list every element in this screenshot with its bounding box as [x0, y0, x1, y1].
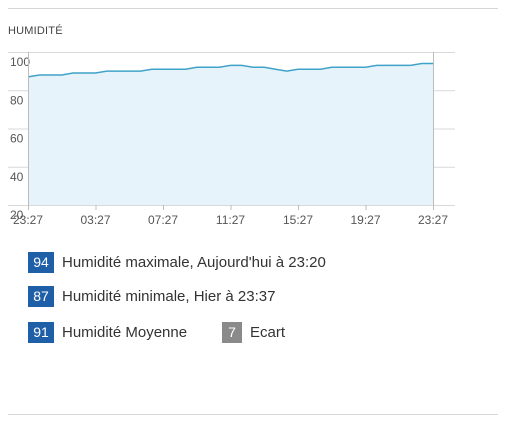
stat-min: 87 Humidité minimale, Hier à 23:37 — [28, 286, 275, 310]
stat-range: 7 Ecart — [222, 322, 285, 346]
x-tick-label: 23:27 — [418, 213, 448, 227]
stat-avg: 91 Humidité Moyenne — [28, 322, 187, 346]
bottom-divider — [8, 414, 498, 415]
y-tick-label: 100 — [10, 55, 30, 69]
range-value-badge: 7 — [222, 322, 242, 343]
max-label: Humidité maximale, Aujourd'hui à 23:20 — [62, 254, 326, 271]
chart-title: HUMIDITÉ — [8, 25, 63, 37]
y-tick-label: 40 — [10, 170, 24, 184]
min-label: Humidité minimale, Hier à 23:37 — [62, 288, 276, 305]
y-tick-label: 20 — [10, 208, 24, 222]
top-divider — [8, 8, 498, 9]
y-tick-label: 80 — [10, 93, 24, 107]
series-area — [28, 63, 433, 205]
avg-value-badge: 91 — [28, 322, 54, 343]
stat-max: 94 Humidité maximale, Aujourd'hui à 23:20 — [28, 252, 326, 276]
x-tick-label: 15:27 — [283, 213, 313, 227]
x-tick-label: 11:27 — [216, 213, 245, 227]
range-label: Ecart — [250, 324, 286, 341]
avg-label: Humidité Moyenne — [62, 324, 188, 341]
series-line — [27, 62, 433, 78]
max-value-badge: 94 — [28, 252, 54, 273]
x-tick-label: 23:27 — [13, 213, 43, 227]
x-tick-label: 07:27 — [148, 213, 178, 227]
x-tick-label: 03:27 — [80, 213, 110, 227]
x-tick-label: 19:27 — [350, 213, 380, 227]
y-tick-label: 60 — [10, 132, 24, 146]
min-value-badge: 87 — [28, 286, 54, 307]
